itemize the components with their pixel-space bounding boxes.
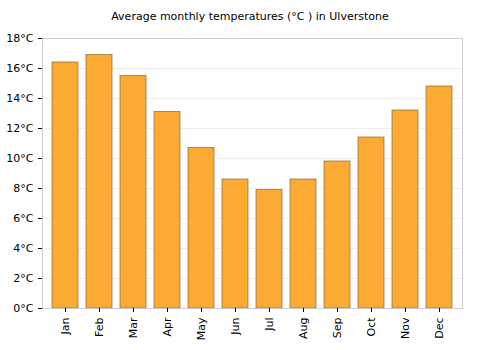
svg-text:8°C: 8°C (13, 182, 33, 195)
svg-text:12°C: 12°C (6, 122, 33, 135)
svg-text:Jul: Jul (263, 318, 276, 332)
svg-text:16°C: 16°C (6, 62, 33, 75)
svg-text:Dec: Dec (433, 318, 446, 339)
svg-text:Nov: Nov (399, 317, 412, 339)
svg-text:4°C: 4°C (13, 242, 33, 255)
svg-text:Sep: Sep (331, 317, 344, 338)
html-text:Average monthly temperatures (: Average monthly temperatures (°C ) in Ul… (111, 10, 389, 23)
svg-text:Feb: Feb (93, 317, 106, 336)
svg-text:Jun: Jun (229, 317, 242, 335)
svg-text:14°C: 14°C (6, 92, 33, 105)
svg-text:2°C: 2°C (13, 272, 33, 285)
svg-text:Oct: Oct (365, 317, 378, 337)
svg-text:18°C: 18°C (6, 32, 33, 45)
svg-text:Jan: Jan (59, 317, 72, 335)
svg-text:Aug: Aug (297, 318, 310, 339)
svg-text:0°C: 0°C (13, 302, 33, 315)
svg-text:10°C: 10°C (6, 152, 33, 165)
svg-text:May: May (195, 317, 208, 340)
svg-text:6°C: 6°C (13, 212, 33, 225)
svg-text:Apr: Apr (161, 317, 174, 337)
svg-text:Mar: Mar (127, 317, 140, 338)
